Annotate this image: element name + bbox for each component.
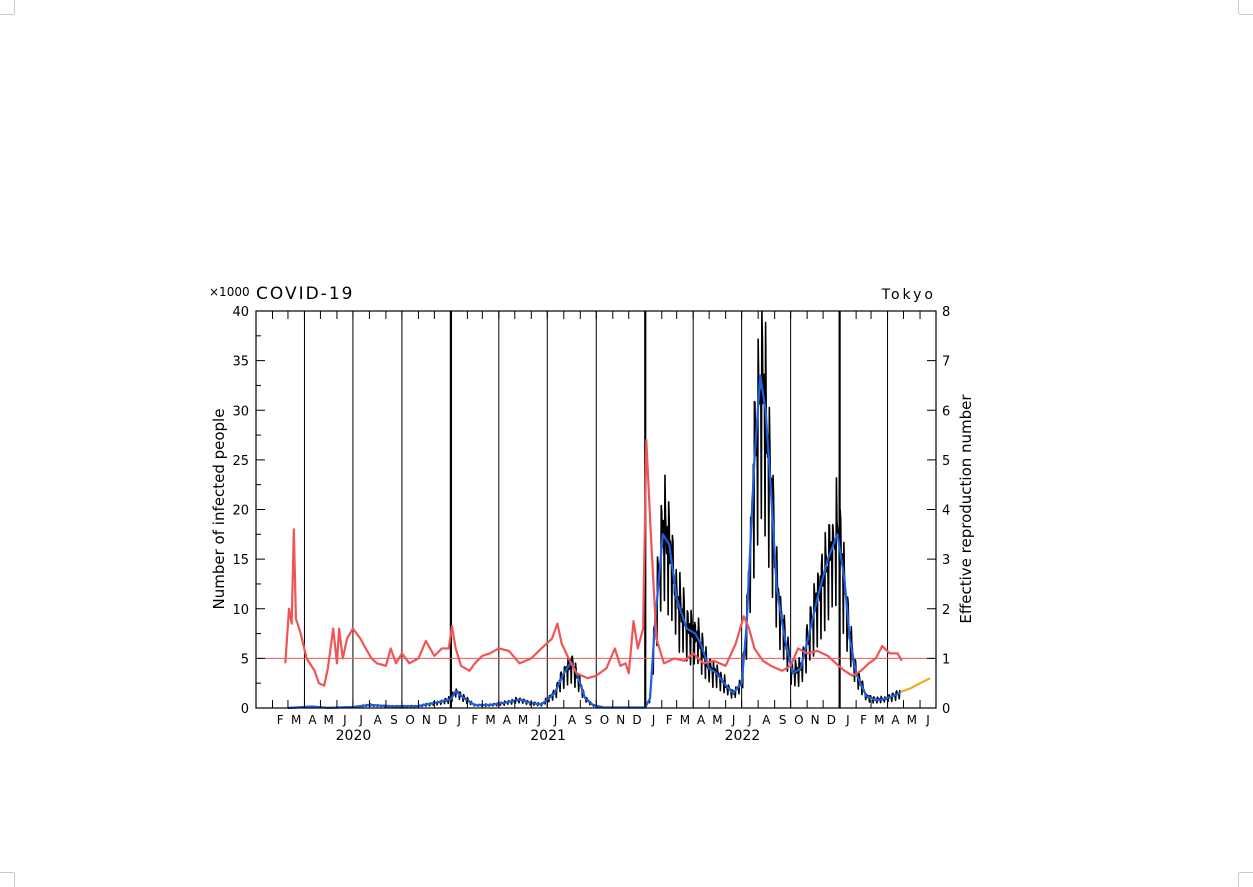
y-tick-label-right: 3 [942,553,950,568]
crop-mark-top-right [1224,0,1239,14]
multiplier-label: ×1000 [209,285,250,299]
month-label: M [680,713,690,727]
month-label: J [553,713,558,727]
reproduction-number-line [284,438,903,687]
crop-mark-top-left-h [0,14,14,29]
y-tick-label-left: 10 [232,603,249,618]
y-tick-label-right: 8 [942,305,950,320]
month-label: M [518,713,528,727]
month-label: O [405,713,414,727]
y-tick-label-right: 1 [942,652,950,667]
y-tick-label-left: 5 [241,652,249,667]
month-label: S [584,713,592,727]
month-label: M [485,713,495,727]
projection-line [899,677,931,694]
y-tick-label-left: 35 [232,355,249,370]
month-label: A [503,713,512,727]
y-axis-label-left: Number of infected people [210,409,228,610]
weekly-average-line [287,374,901,710]
month-label: F [471,713,478,727]
month-label: O [600,713,609,727]
month-label: M [874,713,884,727]
month-label: A [374,713,383,727]
month-label: J [925,713,930,727]
crop-mark-top-left [14,0,29,14]
crop-mark-bottom-right-h [1239,858,1253,873]
y-tick-label-left: 15 [232,553,249,568]
month-label: M [324,713,334,727]
crop-mark-bottom-left-h [0,858,14,873]
month-label: J [845,713,850,727]
month-label: J [651,713,656,727]
month-label: N [422,713,431,727]
y-tick-label-left: 0 [241,702,249,717]
y-axis-label-right: Effective reproduction number [957,394,975,624]
month-label: N [616,713,625,727]
chart-title: COVID-19 [256,284,354,304]
month-label: S [390,713,398,727]
crop-mark-bottom-right [1224,873,1239,887]
month-label: D [632,713,641,727]
month-label: M [907,713,917,727]
month-label: S [779,713,787,727]
month-label: J [456,713,461,727]
month-label: F [666,713,673,727]
month-label: J [342,713,347,727]
month-label: F [277,713,284,727]
year-label: 2022 [725,728,761,744]
month-label: D [827,713,836,727]
daily-cases-line [287,310,902,709]
y-tick-label-right: 4 [942,504,950,519]
month-label: A [568,713,577,727]
y-tick-label-left: 30 [232,404,249,419]
year-label: 2021 [530,728,566,744]
month-label: N [811,713,820,727]
y-tick-label-left: 40 [232,305,249,320]
month-label: O [794,713,803,727]
y-tick-label-right: 7 [942,355,950,370]
month-label: A [762,713,771,727]
y-tick-label-left: 25 [232,454,249,469]
month-label: A [697,713,706,727]
region-label: Tokyo [881,287,936,303]
month-label: D [438,713,447,727]
crop-mark-top-right-h [1239,14,1253,29]
y-tick-label-right: 5 [942,454,950,469]
crop-mark-bottom-left [14,873,29,887]
y-tick-label-right: 6 [942,404,950,419]
month-label: M [712,713,722,727]
month-label: M [291,713,301,727]
y-tick-label-left: 20 [232,504,249,519]
month-label: A [308,713,317,727]
month-label: J [731,713,736,727]
month-label: J [358,713,363,727]
month-label: J [537,713,542,727]
month-label: A [891,713,900,727]
month-label: F [860,713,867,727]
month-label: J [747,713,752,727]
y-tick-label-right: 2 [942,603,950,618]
y-tick-label-right: 0 [942,702,950,717]
year-label: 2020 [336,728,372,744]
